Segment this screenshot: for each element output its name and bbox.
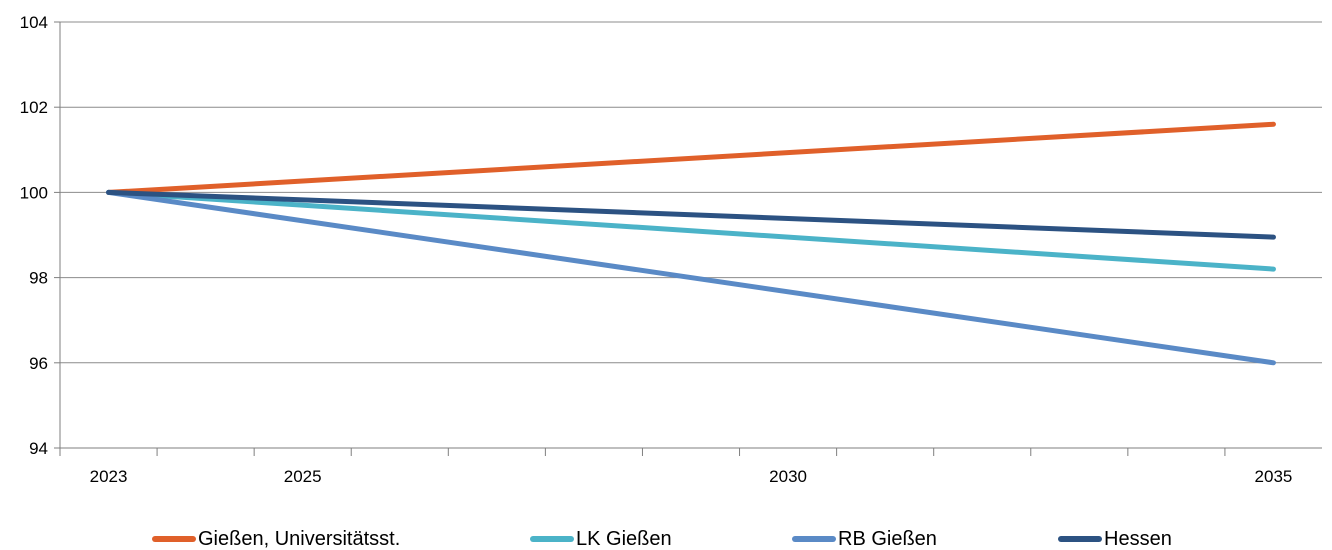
x-tick-label-2030: 2030 [769, 467, 807, 486]
y-tick-label: 96 [29, 354, 48, 373]
legend-swatch-giessen-stadt [152, 536, 196, 542]
legend-label-giessen-stadt: Gießen, Universitätsst. [198, 528, 400, 550]
x-tick-label-2035: 2035 [1255, 467, 1293, 486]
y-tick-label: 102 [20, 98, 48, 117]
legend-swatch-rb-giessen [792, 536, 836, 542]
legend-label-lk-giessen: LK Gießen [576, 528, 672, 550]
legend-item-giessen-stadt: Gießen, Universitätsst. [152, 528, 400, 550]
tick-labels: 94 96 98 100 102 104 2023 2025 2030 2035 [20, 13, 1293, 486]
y-tick-label: 94 [29, 439, 48, 458]
series-lines [109, 124, 1274, 363]
series-line-gie-en-universit-tsst- [109, 124, 1274, 192]
legend-swatch-hessen [1058, 536, 1102, 542]
legend: Gießen, Universitätsst. LK Gießen RB Gie… [0, 528, 1332, 550]
legend-item-lk-giessen: LK Gießen [530, 528, 672, 550]
line-chart: 94 96 98 100 102 104 2023 2025 2030 2035 [0, 0, 1332, 530]
x-tick-label-2025: 2025 [284, 467, 322, 486]
legend-item-hessen: Hessen [1058, 528, 1172, 550]
legend-label-rb-giessen: RB Gießen [838, 528, 937, 550]
gridlines [60, 22, 1322, 363]
legend-swatch-lk-giessen [530, 536, 574, 542]
x-tick-label-2023: 2023 [90, 467, 128, 486]
y-tick-label: 98 [29, 269, 48, 288]
legend-item-rb-giessen: RB Gießen [792, 528, 937, 550]
y-tick-label: 100 [20, 183, 48, 202]
axes [54, 22, 1322, 456]
legend-label-hessen: Hessen [1104, 528, 1172, 550]
y-tick-label: 104 [20, 13, 48, 32]
